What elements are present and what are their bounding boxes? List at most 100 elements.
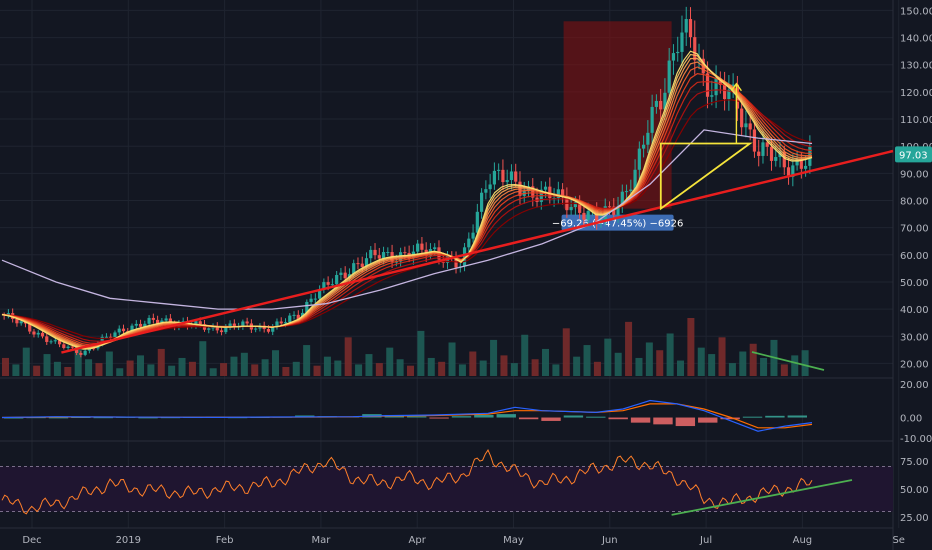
candle-body: [705, 73, 710, 97]
candle-body: [769, 146, 774, 161]
candle-body: [475, 211, 479, 233]
volume-bar: [458, 364, 466, 376]
volume-bar: [708, 354, 716, 376]
volume-bar: [396, 359, 404, 376]
candle-body: [620, 191, 624, 207]
candle-body: [134, 323, 138, 326]
volume-bar: [386, 347, 394, 376]
chart-grid: [0, 0, 900, 550]
volume-bar: [479, 360, 487, 376]
chart-drawings[interactable]: [61, 82, 894, 371]
price-tick-label: 120.00: [900, 88, 932, 99]
candle-body: [624, 191, 629, 193]
candle-body: [75, 347, 79, 353]
volume-bar: [604, 338, 612, 376]
macd-histogram-bar: [496, 414, 516, 418]
macd-histogram-bar: [541, 417, 561, 421]
date-tick-label: Jul: [699, 535, 712, 546]
volume-bar: [303, 345, 311, 376]
price-tick-label: 70.00: [900, 224, 929, 235]
candle-body: [497, 169, 501, 171]
rsi-divergence-line: [671, 479, 853, 516]
volume-bar: [760, 357, 768, 376]
macd-histogram-bar: [518, 417, 539, 420]
candle-body: [676, 51, 680, 54]
candle-body: [765, 142, 769, 147]
candle-body: [121, 328, 126, 332]
last-price-label: 97.03: [899, 150, 928, 161]
candle-body: [138, 323, 143, 327]
candle-body: [650, 106, 654, 133]
candle-body: [386, 252, 390, 254]
candle-body: [786, 167, 791, 177]
macd-histogram-bar: [474, 414, 494, 418]
candle-body: [727, 89, 731, 100]
volume-bar: [427, 357, 435, 376]
volume-bars: [2, 318, 809, 376]
volume-bar: [791, 355, 799, 376]
candle-body: [556, 189, 560, 198]
volume-bar: [43, 354, 51, 376]
candle-body: [607, 206, 612, 208]
candle-body: [688, 19, 693, 38]
rsi-tick-label: 25.00: [900, 513, 929, 524]
candle-body: [403, 252, 407, 254]
candle-body: [305, 301, 309, 313]
candle-body: [659, 100, 663, 110]
candle-body: [586, 211, 590, 220]
candle-body: [723, 84, 727, 100]
candle-body: [467, 238, 471, 248]
candle-body: [633, 169, 637, 190]
volume-bar: [635, 357, 643, 376]
candle-body: [462, 247, 467, 267]
volume-bar: [749, 343, 757, 376]
candle-body: [109, 336, 113, 338]
candle-body: [710, 95, 714, 97]
volume-bar: [272, 350, 279, 376]
macd-line: [1, 399, 813, 432]
volume-divergence-line: [751, 351, 825, 371]
candle-body: [514, 171, 518, 182]
candle-body: [53, 340, 57, 342]
volume-bar: [583, 345, 591, 376]
volume-bar: [199, 341, 207, 376]
volume-bar: [562, 328, 570, 376]
candle-body: [36, 332, 40, 335]
candle-body: [79, 352, 83, 355]
candle-body: [117, 328, 121, 333]
price-tick-label: 150.00: [900, 6, 932, 17]
volume-bar: [261, 359, 269, 376]
volume-bar: [531, 359, 539, 376]
candle-body: [15, 318, 19, 324]
last-price-tag: [895, 146, 932, 163]
candle-body: [207, 328, 211, 330]
candle-body: [40, 332, 45, 337]
candle-body: [791, 165, 795, 177]
candle-body: [663, 92, 667, 110]
ema-ribbon-line: [1, 72, 813, 346]
candle-body: [28, 323, 32, 332]
candle-body: [151, 317, 155, 320]
candle-body: [339, 272, 343, 275]
candle-body: [509, 171, 514, 181]
candle-body: [795, 158, 799, 166]
volume-bar: [510, 363, 518, 376]
ema-ribbon-line: [1, 66, 813, 347]
rsi-band: [0, 466, 893, 512]
candle-body: [752, 129, 757, 152]
volume-bar: [645, 342, 653, 376]
candle-body: [254, 328, 258, 330]
volume-bar: [240, 352, 248, 376]
candle-body: [505, 180, 509, 183]
candle-body: [309, 298, 313, 302]
candle-body: [32, 331, 36, 335]
candle-body: [330, 284, 334, 286]
candle-body: [680, 32, 684, 52]
candle-body: [629, 189, 633, 192]
volume-bar: [417, 330, 425, 376]
price-tick-label: 90.00: [900, 169, 929, 180]
candle-body: [92, 348, 96, 350]
macd-histogram-bar: [608, 417, 628, 420]
candle-body: [492, 170, 496, 185]
